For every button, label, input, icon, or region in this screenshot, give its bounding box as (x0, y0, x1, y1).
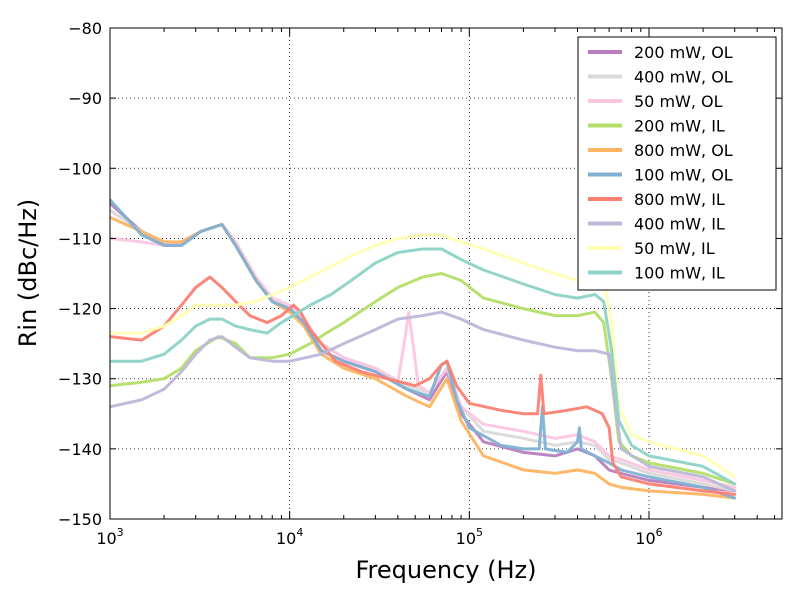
y-tick-label: −150 (58, 510, 102, 529)
y-tick-label: −110 (58, 229, 102, 248)
legend-label: 800 mW, IL (634, 190, 725, 209)
legend-label: 400 mW, IL (634, 215, 725, 234)
x-tick-exponent: 5 (476, 526, 483, 539)
y-tick-label: −90 (68, 89, 102, 108)
y-axis-label: Rin (dBc/Hz) (14, 199, 42, 348)
legend-label: 200 mW, OL (634, 43, 733, 62)
x-tick-exponent: 4 (296, 526, 303, 539)
axis-ticks (109, 27, 782, 520)
legend: 200 mW, OL 400 mW, OL 50 mW, OL 200 mW, IL 8… (577, 36, 777, 291)
x-axis-label: Frequency (Hz) (356, 556, 537, 584)
x-tick-label: 106 (635, 526, 662, 548)
y-tick-label: −80 (68, 19, 102, 38)
series-lines (110, 198, 737, 500)
legend-label: 100 mW, IL (634, 264, 725, 283)
legend-label: 200 mW, IL (634, 117, 725, 136)
legend-label: 100 mW, OL (634, 166, 733, 185)
x-tick-base: 10 (635, 529, 655, 548)
series-line (110, 310, 737, 493)
legend-label: 400 mW, OL (634, 68, 733, 87)
plot-frame (109, 27, 783, 520)
y-tick-label: −100 (58, 159, 102, 178)
x-tick-label: 105 (456, 526, 483, 548)
series-line (110, 233, 737, 479)
y-tick-label: −130 (58, 370, 102, 389)
x-tick-exponent: 6 (656, 526, 663, 539)
x-tick-base: 10 (96, 529, 116, 548)
x-tick-label: 103 (96, 526, 123, 548)
x-tick-base: 10 (456, 529, 476, 548)
legend-label: 50 mW, IL (634, 239, 715, 258)
series-line (110, 275, 737, 496)
legend-label: 50 mW, OL (634, 92, 723, 111)
y-tick-label: −140 (58, 440, 102, 459)
x-tick-base: 10 (276, 529, 296, 548)
x-tick-exponent: 3 (117, 526, 124, 539)
y-tick-label: −120 (58, 300, 102, 319)
series-line (110, 247, 737, 486)
legend-label: 800 mW, OL (634, 141, 733, 160)
x-tick-label: 104 (276, 526, 303, 548)
